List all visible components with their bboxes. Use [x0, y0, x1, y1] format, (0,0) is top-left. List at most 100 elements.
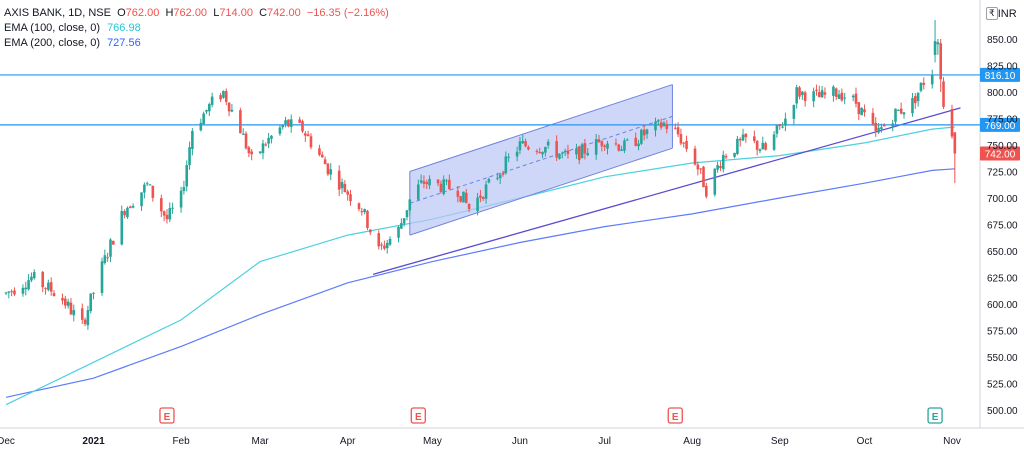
legend-ema100-row[interactable]: EMA (100, close, 0) 766.98: [4, 21, 389, 36]
candle-body: [143, 184, 146, 193]
x-tick-label: Sep: [771, 436, 789, 447]
candle-body: [623, 140, 626, 151]
candle-body: [521, 140, 525, 144]
candle-body: [182, 187, 186, 191]
candle-body: [343, 184, 347, 193]
candle-body: [913, 96, 917, 104]
candle-body: [439, 183, 443, 192]
support-trendline[interactable]: [372, 107, 961, 275]
candle-body: [103, 255, 107, 263]
channel-fill: [409, 84, 673, 236]
candle-body: [496, 177, 499, 179]
candle-body: [930, 74, 934, 85]
candle-body: [580, 144, 584, 159]
x-tick-label: Apr: [340, 436, 356, 447]
candle-body: [425, 182, 429, 184]
candle-body: [422, 181, 426, 184]
candle-body: [100, 261, 104, 293]
y-tick-label: 525.00: [987, 380, 1018, 391]
ema200-label: EMA (200, close, 0): [4, 37, 100, 49]
candle-body: [185, 165, 189, 187]
candle-body: [467, 203, 471, 209]
earnings-marker-label: E: [672, 412, 679, 423]
price-axis[interactable]: 500.00 525.00 550.00 575.00 600.00 625.00 650.…: [987, 35, 1018, 417]
candle-body: [911, 98, 914, 114]
candle-body: [86, 310, 90, 326]
horizontal-levels[interactable]: 816.10 769.00 742.00: [0, 67, 1020, 161]
candle-body: [89, 293, 93, 312]
candle-body: [479, 195, 482, 198]
candle-body: [21, 287, 25, 294]
y-tick-label: 625.00: [987, 274, 1018, 285]
price-change: −16.35 (−2.16%): [306, 7, 389, 19]
candle-body: [10, 291, 13, 293]
earnings-marker[interactable]: [410, 407, 426, 424]
candle-body: [92, 292, 95, 294]
horizontal-level-tag[interactable]: [980, 117, 1020, 132]
candle-body: [383, 245, 386, 249]
candle-body: [899, 108, 903, 114]
candle-body: [544, 146, 547, 153]
candle-body: [659, 122, 663, 128]
legend-ema200-row[interactable]: EMA (200, close, 0) 727.56: [4, 36, 389, 51]
y-tick-label: 750.00: [987, 141, 1018, 152]
candle-body: [561, 152, 564, 154]
earnings-marker[interactable]: [159, 407, 175, 424]
candle-body: [916, 92, 920, 102]
y-tick-label: 825.00: [987, 62, 1018, 73]
candle-body: [168, 208, 172, 220]
candle-body: [24, 287, 28, 290]
candle-body: [400, 223, 403, 229]
channel-upper-line[interactable]: [409, 84, 673, 172]
candle-body: [106, 257, 109, 259]
candle-body: [721, 154, 725, 170]
candle-body: [863, 109, 866, 113]
candle-body: [128, 206, 132, 209]
earnings-marker[interactable]: [927, 407, 943, 424]
candle-body: [781, 126, 784, 128]
regression-channel[interactable]: [409, 84, 673, 236]
candle-body: [281, 125, 285, 128]
candle-body: [755, 140, 759, 150]
candle-body: [761, 142, 765, 150]
candle-body: [377, 233, 381, 247]
candle-body: [363, 209, 366, 213]
candle-body: [112, 240, 115, 245]
candle-body: [518, 141, 522, 151]
earnings-marker[interactable]: [667, 407, 683, 424]
candle-body: [504, 156, 508, 174]
x-tick-label: Mar: [252, 436, 270, 447]
candle-body: [27, 280, 30, 290]
candle-body: [162, 211, 166, 216]
y-tick-label: 775.00: [987, 115, 1018, 126]
trendline-group[interactable]: [372, 107, 961, 275]
y-tick-label: 575.00: [987, 327, 1018, 338]
candle-body: [123, 211, 126, 216]
candle-body: [546, 141, 550, 146]
candle-body: [882, 125, 886, 127]
horizontal-level-tag[interactable]: [980, 67, 1020, 82]
candle-body: [640, 129, 643, 144]
candle-body: [719, 166, 722, 168]
candle-body: [278, 127, 282, 134]
candle-body: [448, 179, 451, 190]
candle-body: [597, 139, 601, 143]
candle-body: [738, 138, 742, 141]
candles: [4, 19, 957, 330]
time-axis[interactable]: Dec 2021 Feb Mar Apr May Jun Jul Aug Sep Oct Nov: [0, 436, 961, 447]
chart-legend: AXIS BANK, 1D, NSE O762.00 H762.00 L714.…: [4, 6, 389, 51]
candle-body: [832, 86, 835, 96]
ohlc-close: C742.00: [259, 7, 301, 19]
candle-body: [301, 121, 304, 132]
candle-body: [772, 134, 776, 150]
candle-body: [922, 82, 926, 85]
currency-label[interactable]: ₹ INR: [986, 7, 1017, 20]
channel-lower-line[interactable]: [409, 147, 673, 236]
candle-body: [145, 183, 149, 185]
candle-body: [202, 113, 205, 125]
candle-body: [459, 196, 462, 202]
candle-body: [402, 218, 406, 224]
candle-body: [357, 203, 361, 210]
